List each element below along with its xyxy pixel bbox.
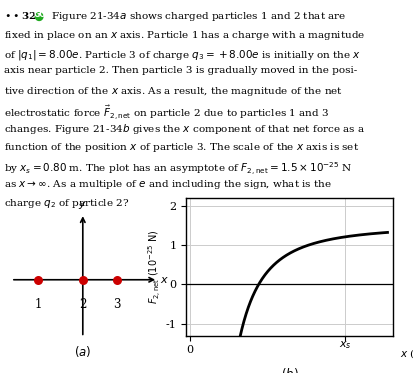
Text: of $|q_1| = 8.00e$. Particle 3 of charge $q_3 = +8.00e$ is initially on the $x$: of $|q_1| = 8.00e$. Particle 3 of charge… bbox=[4, 47, 361, 62]
Text: as $x \rightarrow \infty$. As a multiple of $e$ and including the sign, what is : as $x \rightarrow \infty$. As a multiple… bbox=[4, 179, 331, 191]
Text: Figure 21-34$a$ shows charged particles 1 and 2 that are: Figure 21-34$a$ shows charged particles … bbox=[48, 10, 345, 23]
Text: tive direction of the $x$ axis. As a result, the magnitude of the net: tive direction of the $x$ axis. As a res… bbox=[4, 85, 342, 98]
Text: axis near particle 2. Then particle 3 is gradually moved in the posi-: axis near particle 2. Then particle 3 is… bbox=[4, 66, 356, 75]
Text: electrostatic force $\vec{F}_{2,\mathrm{net}}$ on particle 2 due to particles 1 : electrostatic force $\vec{F}_{2,\mathrm{… bbox=[4, 104, 329, 122]
Text: fixed in place on an $x$ axis. Particle 1 has a charge with a magnitude: fixed in place on an $x$ axis. Particle … bbox=[4, 29, 365, 42]
Text: $\bullet\bullet$32: $\bullet\bullet$32 bbox=[4, 10, 41, 21]
Text: 1: 1 bbox=[35, 298, 42, 311]
Text: $y$: $y$ bbox=[78, 199, 87, 211]
Y-axis label: $F_{2,\mathrm{net}}\ (10^{-25}\ \mathrm{N})$: $F_{2,\mathrm{net}}\ (10^{-25}\ \mathrm{… bbox=[146, 229, 163, 304]
Text: ●: ● bbox=[33, 10, 43, 23]
Text: function of the position $x$ of particle 3. The scale of the $x$ axis is set: function of the position $x$ of particle… bbox=[4, 141, 358, 154]
Text: 2: 2 bbox=[79, 298, 86, 311]
Text: by $x_s = 0.80$ m. The plot has an asymptote of $F_{2,\mathrm{net}} = 1.5 \times: by $x_s = 0.80$ m. The plot has an asymp… bbox=[4, 160, 351, 177]
Text: $(a)$: $(a)$ bbox=[74, 344, 91, 359]
Text: 3: 3 bbox=[113, 298, 121, 311]
Text: $x$: $x$ bbox=[159, 275, 168, 285]
Text: $x_s$: $x_s$ bbox=[338, 339, 351, 351]
Text: $(b)$: $(b)$ bbox=[280, 366, 298, 373]
Text: $x$ (m): $x$ (m) bbox=[399, 347, 413, 360]
Text: charge $q_2$ of particle 2?: charge $q_2$ of particle 2? bbox=[4, 197, 129, 210]
Text: GO: GO bbox=[34, 10, 46, 19]
Text: changes. Figure 21-34$b$ gives the $x$ component of that net force as a: changes. Figure 21-34$b$ gives the $x$ c… bbox=[4, 122, 365, 137]
